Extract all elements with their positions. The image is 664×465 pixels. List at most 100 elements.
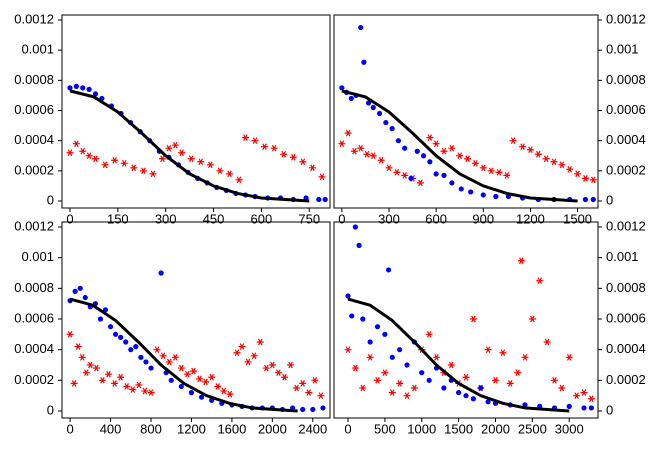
dot-point [356,242,362,248]
star-point [299,380,307,387]
star-point [558,161,566,169]
star-point [487,167,495,175]
star-point [86,361,94,369]
star-point [78,354,86,361]
x-tick-label: 1200 [516,211,545,226]
y-tick-label: 0 [47,402,54,417]
star-point [519,143,527,151]
dot-point [348,95,354,102]
x-tick-label: 600 [251,211,273,226]
y-tick-label: 0.001 [606,249,639,264]
x-tick-label: 1500 [444,421,473,436]
star-point [317,392,325,399]
dot-point [188,390,195,396]
y-tick-label: 0.0012 [606,218,646,233]
star-point [484,346,492,353]
dot-point [322,196,328,203]
star-point [344,346,352,353]
star-point [165,358,173,366]
plot-area [66,83,328,203]
star-point [206,161,214,169]
star-point [129,386,137,393]
star-point [447,361,455,369]
dot-point [143,359,149,365]
dot-point [67,85,73,91]
y-tick-label: 0.0002 [14,162,54,177]
x-tick-label: 2500 [518,421,547,436]
star-point [580,389,588,396]
star-point [359,384,367,392]
star-point [589,176,597,184]
star-point [120,159,128,167]
x-tick-label: 1000 [407,421,436,436]
dot-point [80,85,86,91]
dot-point [349,313,355,319]
y-tick-label: 0.0002 [14,372,54,387]
dot-point [73,83,79,89]
dot-point [370,104,376,111]
star-point [72,140,80,148]
dot-point [92,91,99,97]
y-tick-label: 0 [606,192,613,207]
star-point [139,167,147,175]
x-tick-label: 150 [107,211,129,226]
star-point [506,380,514,387]
dot-point [383,119,389,126]
star-point [147,389,155,396]
x-tick-label: 3000 [555,421,584,436]
star-point [528,315,536,323]
star-point [82,369,90,376]
x-tick-label: 800 [140,421,162,436]
dot-point [138,354,144,360]
star-point [374,377,382,384]
star-point [251,137,259,144]
y-tick-label: 0.0008 [14,72,54,87]
y-tick-label: 0.0006 [606,102,646,117]
star-point [393,169,401,176]
star-point [66,331,74,338]
star-point [351,364,359,372]
star-point [287,361,295,369]
dot-point [480,192,486,198]
y-tick-label: 0.0012 [606,11,646,26]
star-point [565,354,573,361]
dot-point [345,293,351,299]
star-point [238,343,246,350]
dot-point [402,145,408,151]
star-point [289,153,297,161]
star-point [153,346,161,353]
fit-line [69,297,298,413]
x-tick-label: 0 [344,421,351,436]
star-point [92,155,99,163]
star-point [521,354,529,361]
star-point [165,144,173,152]
x-tick-label: 450 [203,211,225,226]
y-tick-label: 0.0008 [606,280,646,295]
dot-point [441,385,447,391]
dot-point [128,347,134,353]
plot-frame [61,221,331,419]
fit-line [341,89,578,203]
star-point [514,369,522,376]
star-point [526,146,534,154]
dot-point [86,86,92,92]
dot-point [97,316,104,322]
star-point [543,338,551,346]
x-tick-label: 2400 [298,421,327,436]
star-point [202,378,210,386]
x-tick-label: 1500 [563,211,592,226]
star-point [226,170,233,178]
star-point [536,277,544,284]
dot-point [198,394,205,400]
y-tick-label: 0.0006 [14,102,54,117]
star-point [503,172,511,179]
dot-point [419,370,425,376]
star-point [558,384,566,392]
star-point [85,152,93,160]
dot-point [316,196,322,203]
dot-point [385,267,392,273]
dot-point [168,377,174,383]
dot-point [113,331,119,337]
x-tick-label: 1600 [217,421,246,436]
y-tick-label: 0.0012 [14,218,54,233]
